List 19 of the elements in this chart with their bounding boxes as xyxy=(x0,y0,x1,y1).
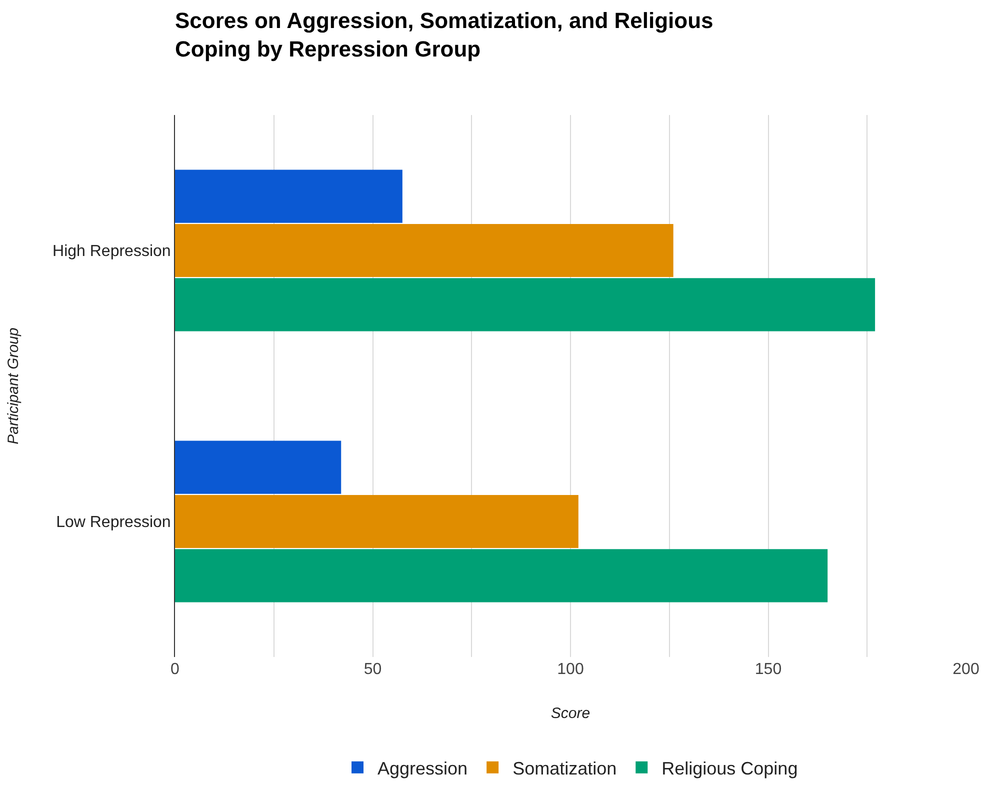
y-axis-title: Participant Group xyxy=(4,328,22,444)
x-tick-label: 0 xyxy=(170,661,180,678)
bar xyxy=(175,440,342,494)
legend-label: Religious Coping xyxy=(662,758,798,778)
x-tick-label: 100 xyxy=(557,661,584,678)
bar xyxy=(175,170,402,223)
x-axis-title: Score xyxy=(550,705,590,722)
y-tick-label: Low Repression xyxy=(56,514,171,532)
x-tick-label: 150 xyxy=(754,661,782,678)
bar xyxy=(175,494,578,548)
y-tick-label: High Repression xyxy=(52,243,171,260)
bar xyxy=(175,278,876,332)
legend-label: Somatization xyxy=(512,758,617,778)
chart-title: Scores on Aggression, Somatization, and Religious Coping by Repression Group xyxy=(175,8,714,62)
bar xyxy=(175,549,828,602)
legend-label: Aggression xyxy=(378,758,468,778)
x-tick-label: 200 xyxy=(952,661,980,678)
x-tick-label: 50 xyxy=(364,661,382,678)
bar xyxy=(175,224,674,278)
